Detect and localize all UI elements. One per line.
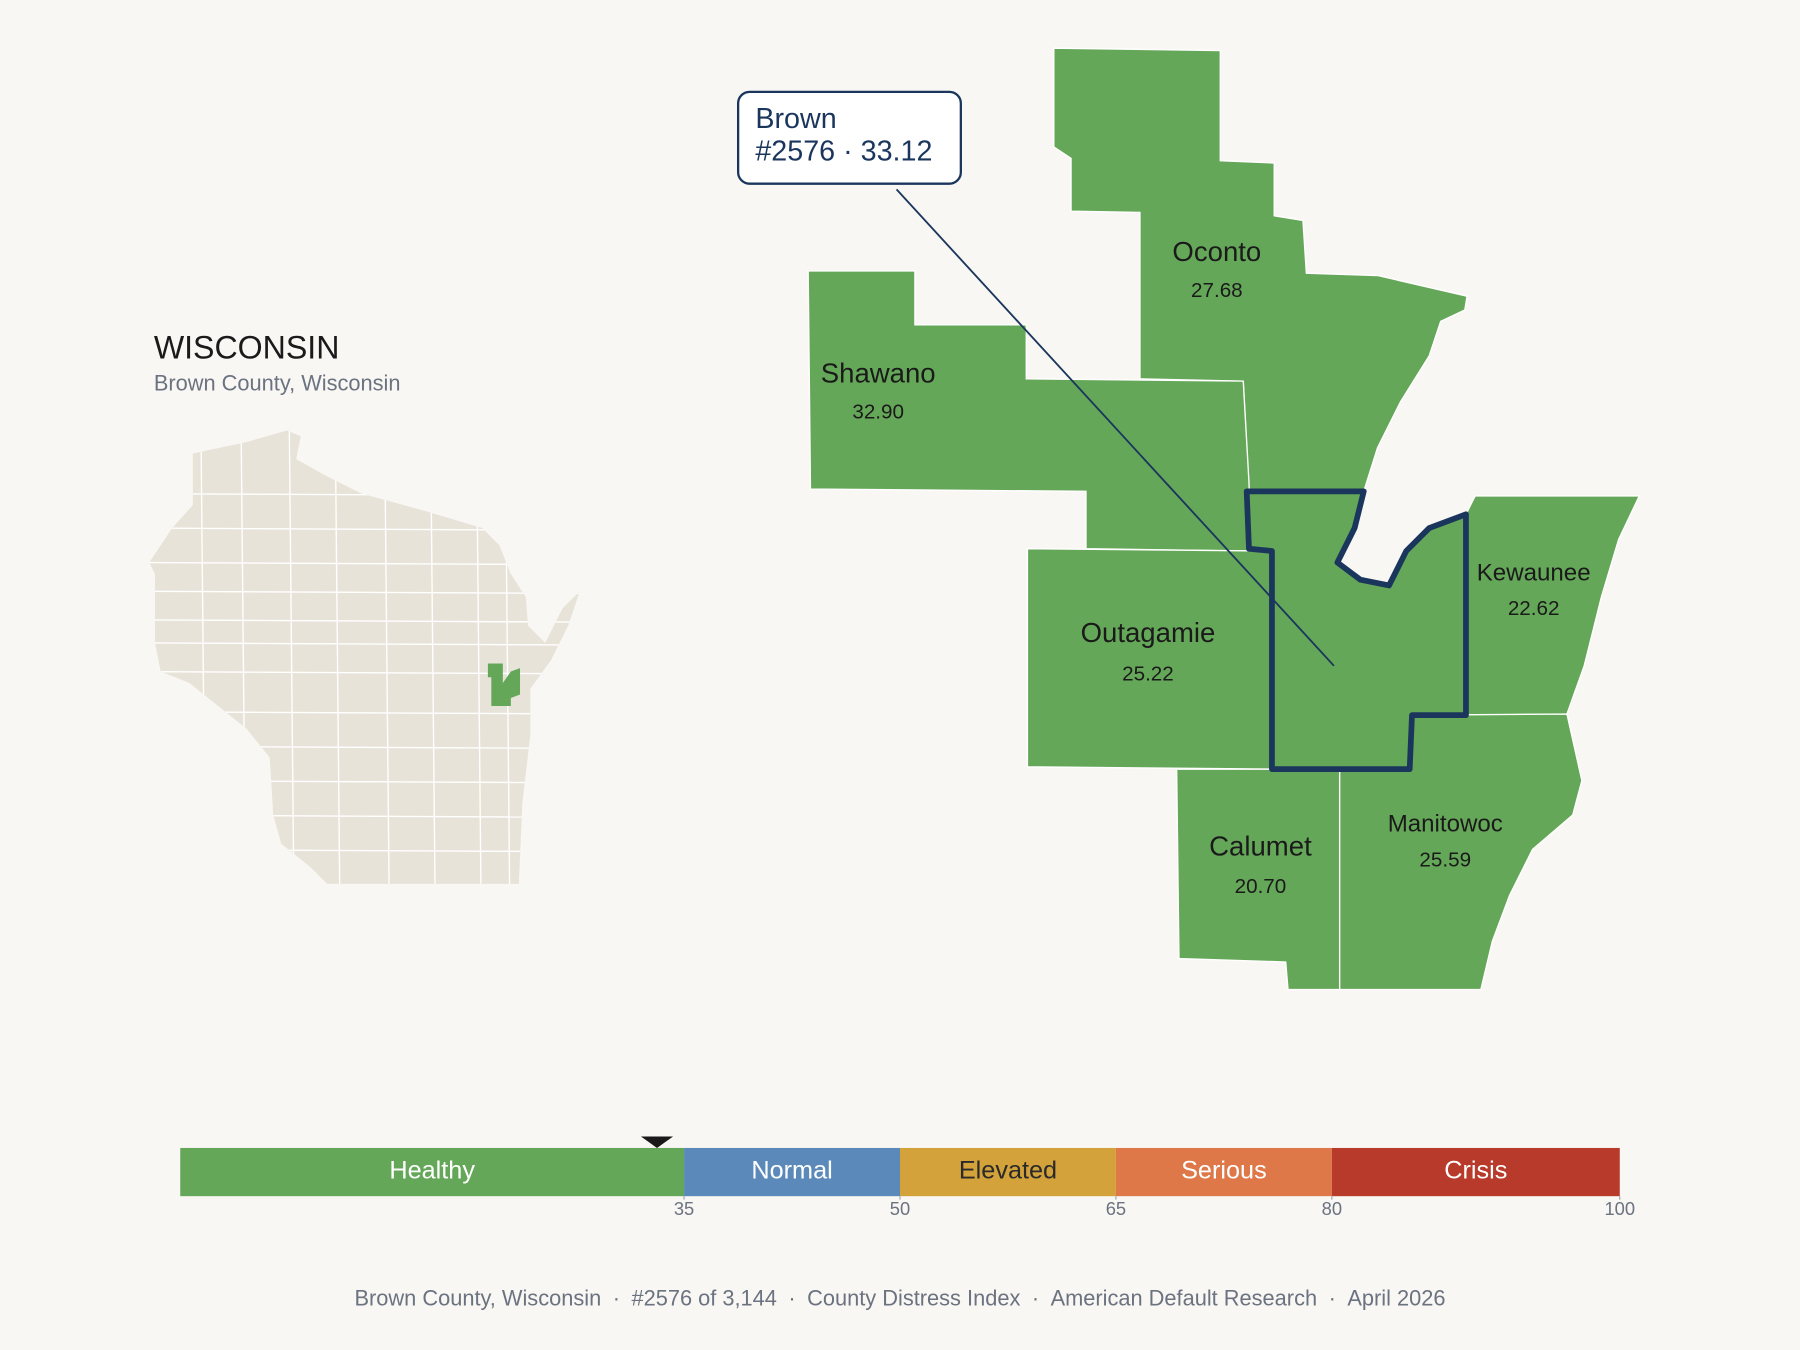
county-line: [334, 430, 341, 884]
scale-tick-label: 50: [890, 1198, 910, 1219]
scale-segment: [180, 1147, 685, 1197]
scale-segment: [1331, 1147, 1620, 1197]
scale-marker: [640, 1136, 674, 1148]
scale-segment-label: Crisis: [1444, 1157, 1507, 1185]
scale-tick-label: 65: [1106, 1198, 1126, 1219]
footer-separator: ·: [1032, 1285, 1039, 1310]
callout-leader: [895, 188, 1335, 667]
county-shape: [1053, 47, 1468, 493]
footer: Brown County, Wisconsin · #2576 of 3,144 · C…: [355, 1285, 1446, 1310]
county-value: 22.62: [1508, 597, 1560, 620]
footer-item: County Distress Index: [807, 1285, 1020, 1310]
scale-segment-label: Serious: [1181, 1157, 1267, 1185]
callout-box: [736, 90, 962, 185]
county-value: 32.90: [852, 401, 904, 424]
county-value: 25.22: [1122, 662, 1174, 685]
county-line: [149, 670, 580, 675]
county-shape: [1026, 548, 1273, 770]
scale-segment-label: Normal: [751, 1157, 832, 1185]
scale-segment: [900, 1147, 1116, 1197]
scale-segment: [684, 1147, 900, 1197]
footer-separator: ·: [613, 1285, 620, 1310]
county-name: Oconto: [1172, 236, 1261, 267]
scale-tick-label: 100: [1604, 1198, 1635, 1219]
county-line: [149, 590, 580, 595]
scale-segment-label: Elevated: [959, 1157, 1057, 1185]
inset-title: WISCONSIN: [154, 330, 340, 366]
county-line: [288, 430, 295, 884]
selected-county-shape: [1243, 488, 1469, 773]
highlighted-county-inset: [487, 663, 521, 706]
scale-segment: [1115, 1147, 1332, 1197]
footer-separator: ·: [788, 1285, 795, 1310]
county-name: Shawano: [821, 358, 936, 389]
scale-tick-label: 80: [1322, 1198, 1342, 1219]
footer-separator: ·: [1329, 1285, 1336, 1310]
scale-segment-label: Healthy: [389, 1157, 475, 1185]
callout-detail: #2576 · 33.12: [755, 135, 932, 167]
county-shape: [807, 270, 1252, 552]
footer-item: #2576 of 3,144: [631, 1285, 776, 1310]
county-name: Manitowoc: [1388, 811, 1503, 838]
state-shape: [149, 430, 580, 884]
callout-name: Brown: [755, 103, 836, 135]
county-line: [149, 619, 580, 623]
footer-item: American Default Research: [1051, 1285, 1318, 1310]
county-value: 25.59: [1419, 848, 1471, 871]
scale-tick-label: 35: [674, 1198, 694, 1219]
county-name: Outagamie: [1081, 617, 1216, 648]
county-line: [149, 642, 580, 646]
footer-item: Brown County, Wisconsin: [355, 1285, 602, 1310]
county-name: Kewaunee: [1477, 559, 1591, 586]
county-value: 20.70: [1235, 875, 1287, 898]
county-value: 27.68: [1191, 279, 1243, 302]
inset-subtitle: Brown County, Wisconsin: [154, 370, 401, 395]
footer-item: April 2026: [1347, 1285, 1445, 1310]
county-name: Calumet: [1209, 831, 1312, 862]
